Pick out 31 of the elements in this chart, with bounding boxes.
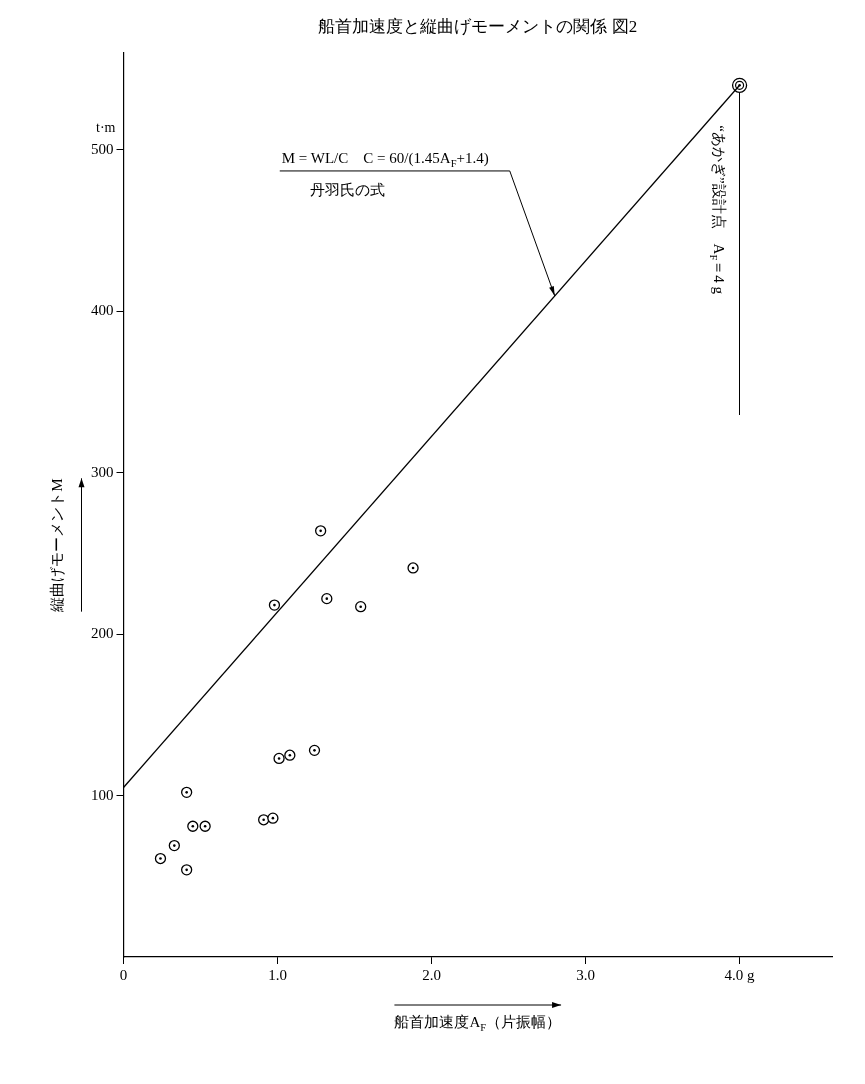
point: [181, 786, 193, 798]
y-tick-label: 500: [91, 140, 114, 157]
point: [187, 820, 199, 832]
annotation: “あかぎ”設計点 AF＝4 g: [707, 125, 727, 295]
y-tick-label: 400: [91, 302, 114, 319]
point: [321, 592, 333, 605]
x-tick-label: 4.0 g: [724, 966, 756, 983]
point: [273, 752, 285, 765]
text: t·m: [96, 119, 116, 135]
y-axis-title: 縦曲げモーメントM: [48, 478, 65, 613]
point: [308, 744, 321, 757]
point: [407, 562, 419, 574]
chart-title: 船首加速度と縦曲げモーメントの関係 図2: [318, 17, 638, 36]
x-tick-label: 3.0: [576, 966, 595, 983]
y-tick-label: 200: [91, 625, 114, 642]
point: [284, 749, 296, 761]
point: [258, 814, 270, 826]
x-tick-label: 0: [119, 966, 128, 983]
x-tick-label: 1.0: [268, 966, 287, 983]
point: [315, 525, 327, 537]
point: [154, 852, 167, 865]
point: [168, 839, 180, 852]
y-tick-label: 100: [91, 786, 114, 803]
point: [181, 864, 193, 876]
point: [268, 599, 281, 611]
point: [199, 820, 211, 832]
annotation: 丹羽氏の式: [309, 181, 385, 198]
point: [267, 812, 279, 824]
y-tick-label: 300: [91, 463, 114, 480]
x-tick-label: 2.0: [422, 966, 441, 983]
point: [355, 601, 367, 613]
